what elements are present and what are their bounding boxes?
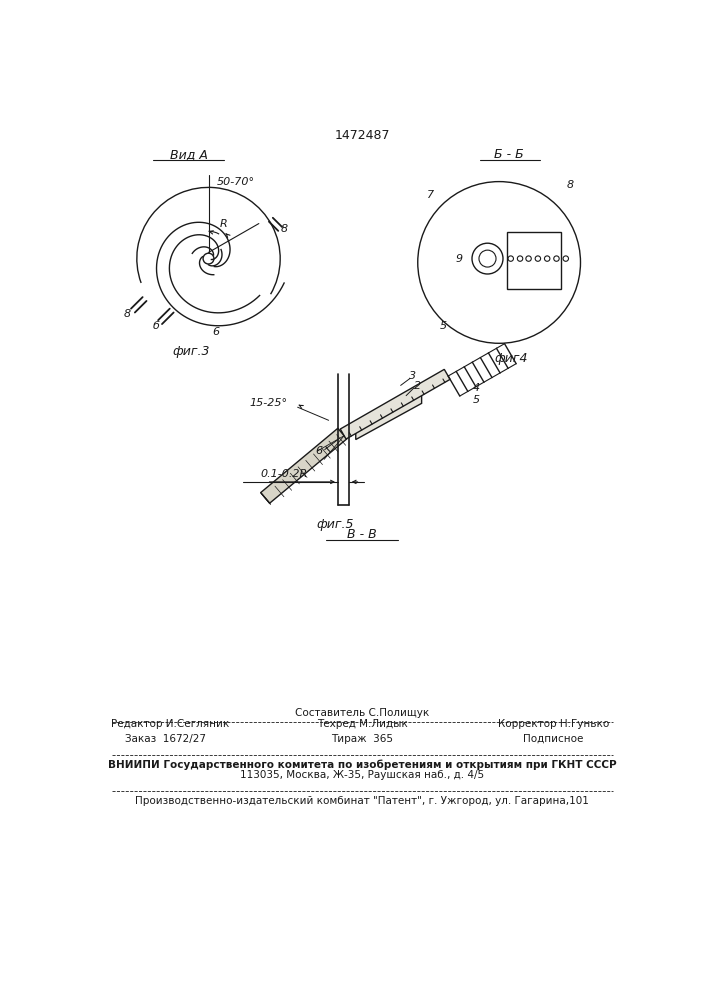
- Text: 50-70°: 50-70°: [216, 177, 255, 187]
- Text: 9: 9: [455, 254, 462, 264]
- Text: 3: 3: [409, 371, 416, 381]
- Text: б: б: [153, 321, 159, 331]
- Text: Вид А: Вид А: [170, 148, 208, 161]
- Text: Подписное: Подписное: [523, 734, 583, 744]
- Text: Техред М.Лидык: Техред М.Лидык: [317, 719, 407, 729]
- Text: 6: 6: [213, 327, 220, 337]
- Text: В - В: В - В: [347, 528, 377, 541]
- Text: Составитель С.Полищук: Составитель С.Полищук: [295, 708, 429, 718]
- Text: 1472487: 1472487: [334, 129, 390, 142]
- Text: Тираж  365: Тираж 365: [331, 734, 393, 744]
- Text: 15-25°: 15-25°: [249, 398, 287, 408]
- Text: фиг.3: фиг.3: [173, 344, 210, 358]
- Text: R: R: [220, 219, 228, 229]
- Text: Корректор Н.Гунько: Корректор Н.Гунько: [498, 719, 609, 729]
- Text: Производственно-издательский комбинат "Патент", г. Ужгород, ул. Гагарина,101: Производственно-издательский комбинат "П…: [135, 796, 589, 806]
- Polygon shape: [261, 428, 347, 503]
- Text: фиг4: фиг4: [494, 352, 527, 365]
- Text: 5: 5: [440, 321, 447, 331]
- Text: 8: 8: [567, 180, 574, 190]
- Text: 0.1-0.2R: 0.1-0.2R: [260, 469, 308, 479]
- Text: 5: 5: [473, 395, 480, 405]
- Text: Б - Б: Б - Б: [494, 148, 524, 161]
- Polygon shape: [356, 391, 421, 440]
- Text: 4: 4: [473, 383, 480, 393]
- Text: 7: 7: [427, 190, 435, 200]
- Text: фиг.5: фиг.5: [316, 518, 354, 531]
- Text: 6: 6: [316, 446, 323, 456]
- Bar: [507, 232, 561, 289]
- Text: Заказ  1672/27: Заказ 1672/27: [125, 734, 206, 744]
- Text: 2: 2: [414, 381, 421, 391]
- Polygon shape: [340, 369, 450, 439]
- Text: 113035, Москва, Ж-35, Раушская наб., д. 4/5: 113035, Москва, Ж-35, Раушская наб., д. …: [240, 770, 484, 780]
- Text: 8: 8: [281, 224, 288, 234]
- Text: Редактор И.Сегляник: Редактор И.Сегляник: [110, 719, 229, 729]
- Text: ВНИИПИ Государственного комитета по изобретениям и открытиям при ГКНТ СССР: ВНИИПИ Государственного комитета по изоб…: [107, 759, 617, 770]
- Text: 8: 8: [124, 309, 131, 319]
